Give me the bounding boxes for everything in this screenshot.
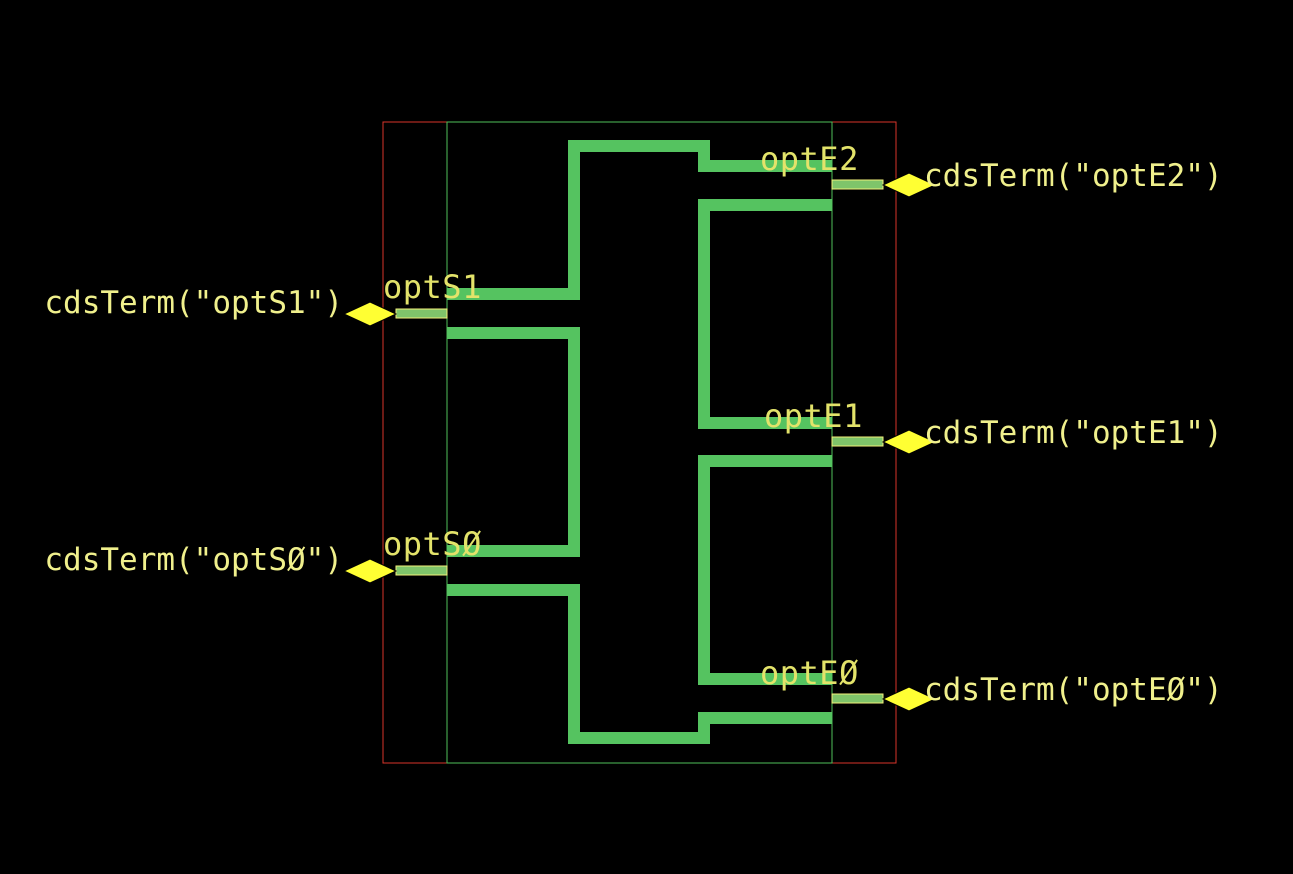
diamond-icon[interactable] [342, 301, 398, 327]
pin-stub-optE2[interactable] [831, 179, 884, 190]
pin-label-optE0: optEØ [760, 654, 859, 692]
pin-stub-optE1[interactable] [831, 436, 884, 447]
terminal-labels: cdsTerm("optS1") cdsTerm("optSØ") cdsTer… [44, 158, 1222, 708]
waveguide-e2-e1-loop [698, 199, 832, 429]
waveguide-network [447, 140, 832, 744]
pin-label-optE1: optE1 [764, 397, 863, 435]
terminal-label-optS0: cdsTerm("optSØ") [44, 542, 343, 578]
waveguide-e1-e0-loop [698, 455, 832, 685]
pin-stub-optE0[interactable] [831, 693, 884, 704]
waveguide-s1-lower [447, 327, 580, 557]
pin-label-optE2: optE2 [760, 140, 859, 178]
waveguide-s1-to-e2 [447, 140, 832, 300]
terminal-label-optE2: cdsTerm("optE2") [924, 158, 1223, 194]
terminal-label-optE1: cdsTerm("optE1") [924, 415, 1223, 451]
waveguide-s0-to-e0 [447, 584, 832, 744]
diamond-icon[interactable] [881, 686, 937, 712]
pin-stub-optS0[interactable] [395, 565, 448, 576]
diamond-icon[interactable] [342, 558, 398, 584]
pin-label-optS1: optS1 [383, 268, 482, 306]
pin-label-optS0: optSØ [383, 525, 482, 563]
terminal-label-optE0: cdsTerm("optEØ") [924, 672, 1223, 708]
diamond-icon[interactable] [881, 429, 937, 455]
terminal-markers [342, 172, 937, 712]
diamond-icon[interactable] [881, 172, 937, 198]
pin-stub-optS1[interactable] [395, 308, 448, 319]
pin-labels: optS1 optSØ optE2 optE1 optEØ [383, 140, 863, 692]
pin-stubs [395, 179, 884, 704]
terminal-label-optS1: cdsTerm("optS1") [44, 285, 343, 321]
